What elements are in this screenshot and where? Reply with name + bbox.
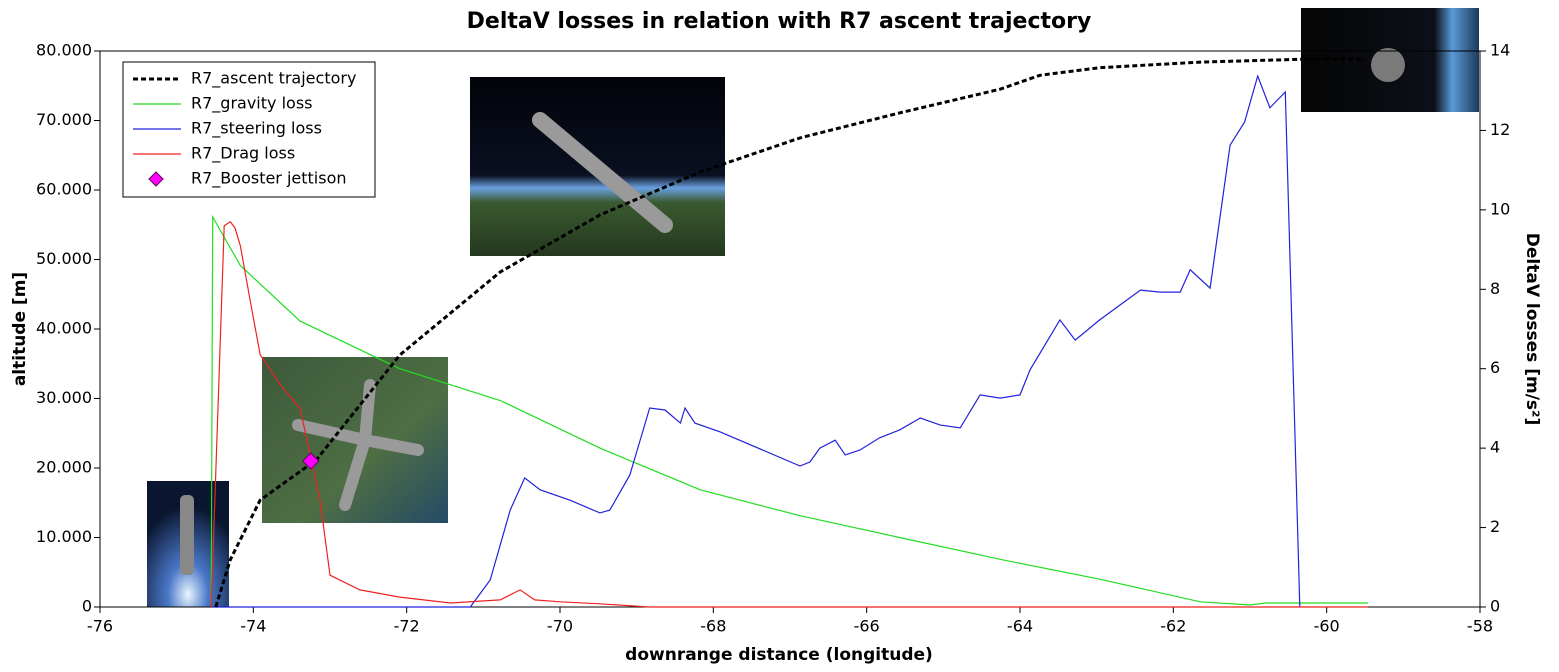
y2-tick-label: 0 [1490, 597, 1500, 616]
y2-tick-label: 14 [1490, 41, 1510, 60]
x-tick-label: -74 [240, 617, 266, 636]
rocket [180, 495, 194, 575]
x-tick-label: -58 [1467, 617, 1493, 636]
boosters [292, 379, 424, 511]
rocket [532, 112, 673, 233]
marker [302, 452, 320, 470]
legend-label: R7_gravity loss [191, 94, 312, 114]
y-tick-label: 80.000 [36, 41, 92, 60]
y-axis-label: altitude [m] [10, 272, 30, 386]
y-tick-label: 10.000 [36, 527, 92, 546]
y-tick-label: 50.000 [36, 249, 92, 268]
legend-label: R7_Booster jettison [191, 169, 347, 189]
series-line [210, 214, 1369, 608]
x-tick-label: -76 [87, 617, 113, 636]
y-tick-label: 40.000 [36, 319, 92, 338]
chart-title: DeltaV losses in relation with R7 ascent… [467, 9, 1092, 34]
y2-tick-label: 12 [1490, 120, 1510, 139]
x-tick-label: -70 [547, 617, 573, 636]
series-line [211, 74, 1301, 608]
legend-label: R7_Drag loss [191, 144, 295, 164]
x-axis-label: downrange distance (longitude) [625, 645, 933, 665]
y2-tick-label: 6 [1490, 358, 1500, 377]
x-tick-label: -62 [1160, 617, 1186, 636]
series-line [210, 221, 1369, 608]
y-tick-label: 60.000 [36, 180, 92, 199]
y2-tick-label: 2 [1490, 517, 1500, 536]
y2-tick-label: 10 [1490, 199, 1510, 218]
y-tick-label: 30.000 [36, 388, 92, 407]
legend: R7_ascent trajectory R7_gravity loss R7_st… [122, 61, 376, 198]
satellite [1371, 48, 1405, 82]
legend-label: R7_ascent trajectory [191, 69, 356, 89]
legend-marker [148, 171, 164, 187]
x-tick-label: -68 [700, 617, 726, 636]
x-tick-label: -66 [854, 617, 880, 636]
y-tick-label: 20.000 [36, 458, 92, 477]
y2-tick-label: 4 [1490, 438, 1500, 457]
y-tick-label: 0 [82, 597, 92, 616]
photos [147, 8, 1479, 607]
y-tick-label: 70.000 [36, 110, 92, 129]
x-tick-label: -72 [394, 617, 420, 636]
legend-label: R7_steering loss [191, 119, 322, 139]
x-tick-label: -60 [1314, 617, 1340, 636]
x-tick-label: -64 [1007, 617, 1033, 636]
series-line [214, 57, 1365, 608]
y2-tick-label: 8 [1490, 279, 1500, 298]
y2-axis-label: DeltaV losses [m/s²] [1522, 233, 1542, 425]
